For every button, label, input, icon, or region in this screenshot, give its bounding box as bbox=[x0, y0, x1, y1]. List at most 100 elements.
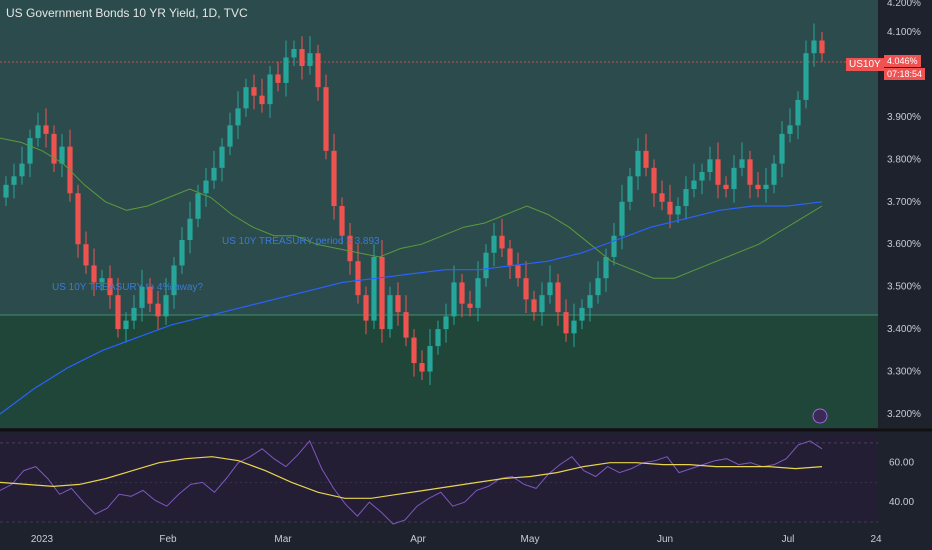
date-tick-label: May bbox=[521, 534, 540, 545]
candle-body bbox=[99, 278, 105, 283]
candle-body bbox=[571, 320, 577, 334]
candle-body bbox=[371, 256, 377, 321]
candle-body bbox=[475, 278, 481, 308]
candle-body bbox=[195, 193, 201, 219]
candle-body bbox=[419, 363, 425, 372]
candle-body bbox=[211, 167, 217, 181]
candle-body bbox=[155, 303, 161, 317]
candle-body bbox=[483, 252, 489, 279]
candle-body bbox=[27, 138, 33, 164]
candle-body bbox=[459, 282, 465, 304]
candle-body bbox=[563, 312, 569, 334]
candle-body bbox=[451, 282, 457, 317]
lightning-icon bbox=[812, 408, 828, 424]
time-axis-bg bbox=[0, 522, 932, 550]
candle-body bbox=[43, 125, 49, 134]
candle-body bbox=[707, 159, 713, 173]
candle-body bbox=[387, 295, 393, 330]
candle-body bbox=[611, 235, 617, 257]
candle-body bbox=[435, 329, 441, 347]
candle-body bbox=[627, 176, 633, 202]
candle-body bbox=[619, 201, 625, 236]
candle-body bbox=[763, 184, 769, 190]
price-axis-bg bbox=[878, 0, 932, 550]
candle-body bbox=[251, 87, 257, 96]
price-tick-label: 4.100% bbox=[887, 27, 921, 38]
rsi-ma-line bbox=[0, 456, 823, 499]
price-tick-label: 3.900% bbox=[887, 112, 921, 123]
candle-body bbox=[659, 193, 665, 202]
price-tick-label: 3.400% bbox=[887, 324, 921, 335]
candle-body bbox=[811, 40, 817, 54]
candle-body bbox=[507, 248, 513, 266]
candle-body bbox=[443, 316, 449, 330]
candle-body bbox=[283, 57, 289, 83]
candle-body bbox=[739, 159, 745, 168]
candle-body bbox=[363, 295, 369, 321]
rsi-line bbox=[0, 439, 823, 525]
ma-fast-line bbox=[0, 137, 823, 279]
candle-body bbox=[547, 282, 553, 296]
annotation-2: US 10Y TREASURY to 4% away? bbox=[52, 282, 203, 293]
chart-title: US Government Bonds 10 YR Yield, 1D, TVC bbox=[6, 6, 248, 20]
candle-body bbox=[755, 184, 761, 190]
candle-body bbox=[75, 193, 81, 245]
candle-body bbox=[291, 48, 297, 58]
candle-body bbox=[331, 150, 337, 207]
candle-body bbox=[587, 295, 593, 308]
price-tick-label: 3.800% bbox=[887, 154, 921, 165]
candle-body bbox=[651, 167, 657, 194]
candle-body bbox=[163, 295, 169, 317]
date-tick-label: Mar bbox=[274, 534, 292, 545]
candle-body bbox=[203, 180, 209, 194]
symbol-tag: US10Y bbox=[846, 58, 884, 71]
date-tick-label: 24 bbox=[870, 534, 882, 545]
candle-body bbox=[347, 235, 353, 262]
candle-body bbox=[19, 163, 25, 177]
candle-body bbox=[315, 53, 321, 88]
price-tick-top: 4.200% bbox=[887, 0, 921, 9]
candle-body bbox=[491, 235, 497, 253]
rsi-pane-bg bbox=[0, 433, 878, 522]
candle-body bbox=[147, 286, 153, 304]
rsi-tick-label: 40.00 bbox=[889, 497, 914, 508]
candle-body bbox=[131, 307, 137, 321]
candle-body bbox=[723, 184, 729, 190]
price-tick-label: 3.300% bbox=[887, 367, 921, 378]
candle-body bbox=[243, 87, 249, 109]
candle-body bbox=[307, 53, 313, 66]
candle-body bbox=[819, 40, 825, 54]
candle-body bbox=[523, 278, 529, 300]
candle-body bbox=[411, 337, 417, 364]
candle-body bbox=[323, 87, 329, 151]
candle-body bbox=[771, 163, 777, 185]
annotation-1: US 10Y TREASURY period ≥ 3.893 bbox=[222, 236, 380, 247]
candle-body bbox=[3, 184, 9, 198]
candle-body bbox=[595, 278, 601, 296]
candle-body bbox=[643, 150, 649, 168]
candle-body bbox=[51, 133, 57, 164]
candle-body bbox=[115, 295, 121, 330]
candle-body bbox=[683, 189, 689, 207]
date-tick-label: Jun bbox=[657, 534, 673, 545]
candle-body bbox=[123, 320, 129, 330]
candle-body bbox=[579, 307, 585, 321]
candle-body bbox=[635, 150, 641, 177]
candle-body bbox=[179, 239, 185, 266]
candle-body bbox=[91, 265, 97, 283]
candle-body bbox=[499, 235, 505, 249]
date-tick-label: Apr bbox=[410, 534, 426, 545]
candle-body bbox=[299, 48, 305, 66]
candle-body bbox=[267, 74, 273, 105]
candle-body bbox=[235, 108, 241, 126]
date-tick-label: Feb bbox=[159, 534, 177, 545]
ma-slow-line bbox=[0, 201, 823, 415]
candle-body bbox=[747, 159, 753, 185]
candle-body bbox=[403, 312, 409, 338]
candle-body bbox=[715, 159, 721, 185]
candle-body bbox=[539, 295, 545, 313]
candle-body bbox=[555, 282, 561, 313]
candle-body bbox=[227, 125, 233, 147]
